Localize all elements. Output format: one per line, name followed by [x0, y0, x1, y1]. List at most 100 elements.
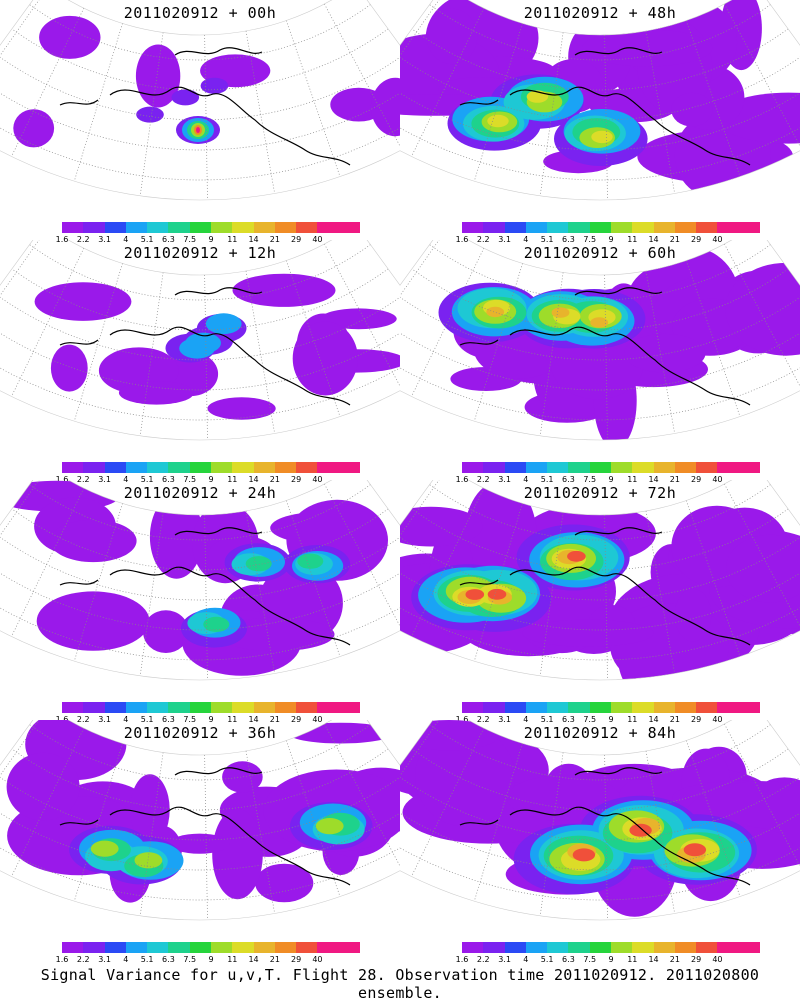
colorbar-swatch: [632, 942, 653, 953]
colorbar-swatch: [275, 702, 296, 713]
variance-region: [567, 551, 586, 562]
colorbar-swatch: [147, 702, 168, 713]
colorbar-swatch: [590, 222, 611, 233]
colorbar-swatch: [654, 462, 675, 473]
colorbar-swatch: [62, 462, 83, 473]
variance-region: [7, 753, 80, 821]
variance-region: [671, 93, 712, 127]
colorbar-label: 2.2: [477, 955, 490, 964]
colorbar-swatch: [696, 942, 717, 953]
colorbar-swatch: [675, 702, 696, 713]
colorbar-swatch: [296, 942, 317, 953]
colorbar-swatch: [526, 942, 547, 953]
colorbar-swatch: [505, 222, 526, 233]
panel-title: 2011020912 + 12h: [0, 244, 400, 262]
colorbar-label: 40: [712, 955, 722, 964]
colorbar: [62, 222, 360, 233]
colorbar-swatch: [675, 462, 696, 473]
colorbar-swatch: [568, 462, 589, 473]
colorbar-swatch: [632, 702, 653, 713]
variance-region: [488, 589, 507, 600]
colorbar-swatch: [190, 702, 211, 713]
colorbar-label: 1.6: [56, 955, 69, 964]
colorbar-swatch: [190, 222, 211, 233]
colorbar-swatch: [168, 222, 189, 233]
colorbar-swatch: [739, 222, 760, 233]
colorbar-swatch: [254, 462, 275, 473]
colorbar-swatch: [611, 942, 632, 953]
colorbar-swatch: [211, 942, 232, 953]
variance-region: [573, 848, 595, 861]
colorbar-swatch: [211, 702, 232, 713]
panel-title: 2011020912 + 84h: [400, 724, 800, 742]
map-plot: [400, 240, 800, 485]
colorbar-swatch: [654, 222, 675, 233]
colorbar-swatch: [190, 462, 211, 473]
variance-region: [675, 589, 712, 642]
panel-title: 2011020912 + 24h: [0, 484, 400, 502]
colorbar-label: 11: [627, 955, 637, 964]
variance-region: [486, 307, 504, 317]
colorbar-swatch: [83, 222, 104, 233]
colorbar-swatch: [254, 942, 275, 953]
colorbar-swatch: [505, 462, 526, 473]
colorbar-label: 6.3: [562, 955, 575, 964]
colorbar-swatch: [483, 462, 504, 473]
colorbar-label: 5.1: [541, 955, 554, 964]
colorbar-swatch: [717, 942, 738, 953]
colorbar-label: 2.2: [77, 955, 90, 964]
variance-region: [119, 381, 194, 405]
colorbar-label: 5.1: [141, 955, 154, 964]
colorbar-label: 29: [691, 955, 701, 964]
variance-region: [50, 520, 137, 562]
colorbar-swatch: [590, 462, 611, 473]
variance-region: [91, 841, 119, 857]
colorbar-swatch: [317, 942, 338, 953]
variance-region: [233, 274, 336, 307]
colorbar-label: 1.6: [456, 955, 469, 964]
variance-region: [624, 334, 706, 373]
colorbar-swatch: [654, 942, 675, 953]
variance-region: [684, 843, 706, 856]
colorbar-swatch: [62, 702, 83, 713]
variance-region: [522, 620, 653, 647]
panel-title: 2011020912 + 00h: [0, 4, 400, 22]
variance-region: [246, 556, 272, 571]
colorbar-swatch: [126, 462, 147, 473]
colorbar-label: 7.5: [583, 955, 596, 964]
colorbar-swatch: [568, 222, 589, 233]
variance-region: [208, 397, 276, 419]
variance-region: [487, 115, 508, 127]
panel-title: 2011020912 + 36h: [0, 724, 400, 742]
colorbar-swatch: [105, 942, 126, 953]
variance-region: [196, 127, 200, 133]
colorbar-swatch: [526, 462, 547, 473]
map-panel: 2011020912 + 24h1.62.23.145.16.37.591114…: [0, 480, 400, 725]
colorbar-label: 6.3: [162, 955, 175, 964]
colorbar-swatch: [462, 702, 483, 713]
colorbar-swatch: [483, 942, 504, 953]
colorbar-swatch: [717, 462, 738, 473]
colorbar-swatch: [696, 462, 717, 473]
colorbar-swatch: [632, 462, 653, 473]
colorbar-swatch: [462, 942, 483, 953]
colorbar-swatch: [611, 222, 632, 233]
panel-title: 2011020912 + 72h: [400, 484, 800, 502]
colorbar-label: 9: [608, 955, 613, 964]
colorbar-swatch: [105, 222, 126, 233]
panel-title: 2011020912 + 48h: [400, 4, 800, 22]
colorbar-swatch: [339, 462, 360, 473]
variance-region: [222, 761, 263, 792]
colorbar-label: 40: [312, 955, 322, 964]
colorbar: [462, 462, 760, 473]
map-plot: [0, 720, 400, 965]
colorbar-swatch: [296, 462, 317, 473]
colorbar-swatch: [168, 462, 189, 473]
colorbar-swatch: [83, 942, 104, 953]
